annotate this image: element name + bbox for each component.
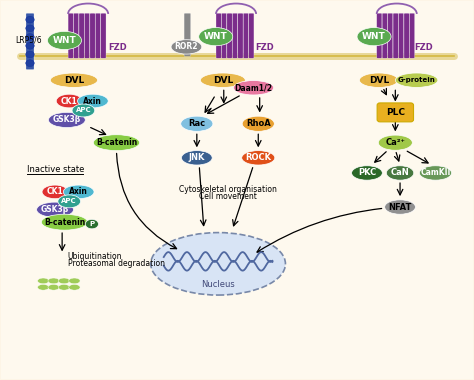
Ellipse shape (48, 278, 59, 284)
Text: LRP5/6: LRP5/6 (15, 36, 42, 45)
Ellipse shape (47, 32, 82, 49)
Text: Ca²⁺: Ca²⁺ (385, 138, 405, 147)
FancyBboxPatch shape (26, 13, 34, 70)
FancyBboxPatch shape (410, 13, 415, 58)
Text: RhoA: RhoA (246, 119, 271, 128)
Text: B-catenin: B-catenin (96, 138, 137, 147)
Circle shape (26, 51, 34, 58)
Ellipse shape (234, 81, 273, 95)
Ellipse shape (182, 150, 212, 165)
Text: DVL: DVL (369, 76, 389, 85)
Ellipse shape (69, 278, 80, 284)
Text: FZD: FZD (414, 43, 433, 52)
FancyBboxPatch shape (249, 13, 254, 58)
Ellipse shape (58, 285, 70, 290)
Text: B-catenin: B-catenin (44, 218, 85, 227)
FancyBboxPatch shape (101, 13, 106, 58)
Text: DVL: DVL (213, 76, 233, 85)
Ellipse shape (357, 28, 391, 46)
Text: P: P (89, 221, 94, 227)
Ellipse shape (386, 166, 414, 180)
FancyBboxPatch shape (68, 13, 73, 58)
Ellipse shape (41, 214, 88, 230)
Text: WNT: WNT (362, 32, 386, 41)
FancyBboxPatch shape (216, 13, 221, 58)
Ellipse shape (359, 73, 398, 87)
FancyBboxPatch shape (399, 13, 404, 58)
Ellipse shape (64, 185, 94, 199)
Text: Nucleus: Nucleus (201, 280, 235, 288)
Text: WNT: WNT (53, 36, 76, 45)
FancyBboxPatch shape (388, 13, 393, 58)
FancyBboxPatch shape (393, 13, 398, 58)
Ellipse shape (42, 185, 68, 199)
Ellipse shape (85, 219, 99, 229)
Text: G-protein: G-protein (398, 77, 436, 83)
FancyBboxPatch shape (243, 13, 248, 58)
Ellipse shape (181, 116, 213, 131)
Circle shape (26, 25, 34, 32)
Text: Ubiquitination: Ubiquitination (68, 252, 122, 261)
Text: DVL: DVL (64, 76, 84, 85)
FancyBboxPatch shape (84, 13, 90, 58)
Ellipse shape (93, 135, 140, 150)
Ellipse shape (242, 150, 275, 165)
Ellipse shape (48, 285, 59, 290)
Circle shape (26, 42, 34, 49)
Ellipse shape (48, 112, 85, 128)
Ellipse shape (50, 73, 98, 87)
FancyBboxPatch shape (73, 13, 79, 58)
FancyBboxPatch shape (227, 13, 232, 58)
Text: Cell movement: Cell movement (199, 192, 256, 201)
Text: Proteasomal degradation: Proteasomal degradation (68, 259, 165, 268)
Ellipse shape (385, 200, 415, 214)
FancyBboxPatch shape (90, 13, 95, 58)
Text: ROCK: ROCK (245, 153, 271, 162)
Ellipse shape (58, 195, 81, 208)
FancyBboxPatch shape (404, 13, 409, 58)
Ellipse shape (171, 40, 202, 54)
Text: PLC: PLC (386, 108, 405, 117)
Ellipse shape (37, 285, 49, 290)
FancyBboxPatch shape (238, 13, 243, 58)
Circle shape (26, 60, 34, 66)
Ellipse shape (56, 94, 82, 108)
FancyBboxPatch shape (377, 13, 382, 58)
Text: FZD: FZD (255, 43, 273, 52)
Text: CK1: CK1 (46, 187, 64, 196)
Ellipse shape (395, 73, 438, 87)
FancyBboxPatch shape (382, 13, 387, 58)
Text: FZD: FZD (109, 43, 127, 52)
Text: JNK: JNK (189, 153, 205, 162)
Ellipse shape (77, 94, 108, 108)
Circle shape (26, 34, 34, 40)
Text: Axin: Axin (83, 97, 102, 106)
Text: PKC: PKC (358, 168, 376, 177)
Ellipse shape (151, 233, 285, 295)
Text: NFAT: NFAT (388, 203, 412, 212)
FancyBboxPatch shape (377, 103, 413, 122)
FancyBboxPatch shape (95, 13, 100, 58)
Text: CaN: CaN (391, 168, 410, 177)
FancyBboxPatch shape (232, 13, 237, 58)
Text: CK1: CK1 (61, 97, 78, 106)
Text: GSK3β: GSK3β (53, 116, 81, 125)
Ellipse shape (58, 278, 70, 284)
Ellipse shape (69, 285, 80, 290)
Text: CamKII: CamKII (420, 168, 451, 177)
Ellipse shape (419, 166, 452, 180)
Text: Daam1/2: Daam1/2 (235, 83, 273, 92)
Text: Rac: Rac (188, 119, 205, 128)
Text: ROR2: ROR2 (175, 43, 198, 51)
Ellipse shape (378, 135, 412, 150)
Text: Axin: Axin (69, 187, 88, 196)
Ellipse shape (242, 116, 274, 131)
Ellipse shape (37, 278, 49, 284)
Ellipse shape (199, 28, 233, 46)
FancyBboxPatch shape (184, 13, 191, 56)
Text: Inactive state: Inactive state (27, 165, 84, 174)
Ellipse shape (36, 202, 73, 217)
Ellipse shape (72, 104, 95, 117)
FancyBboxPatch shape (79, 13, 84, 58)
